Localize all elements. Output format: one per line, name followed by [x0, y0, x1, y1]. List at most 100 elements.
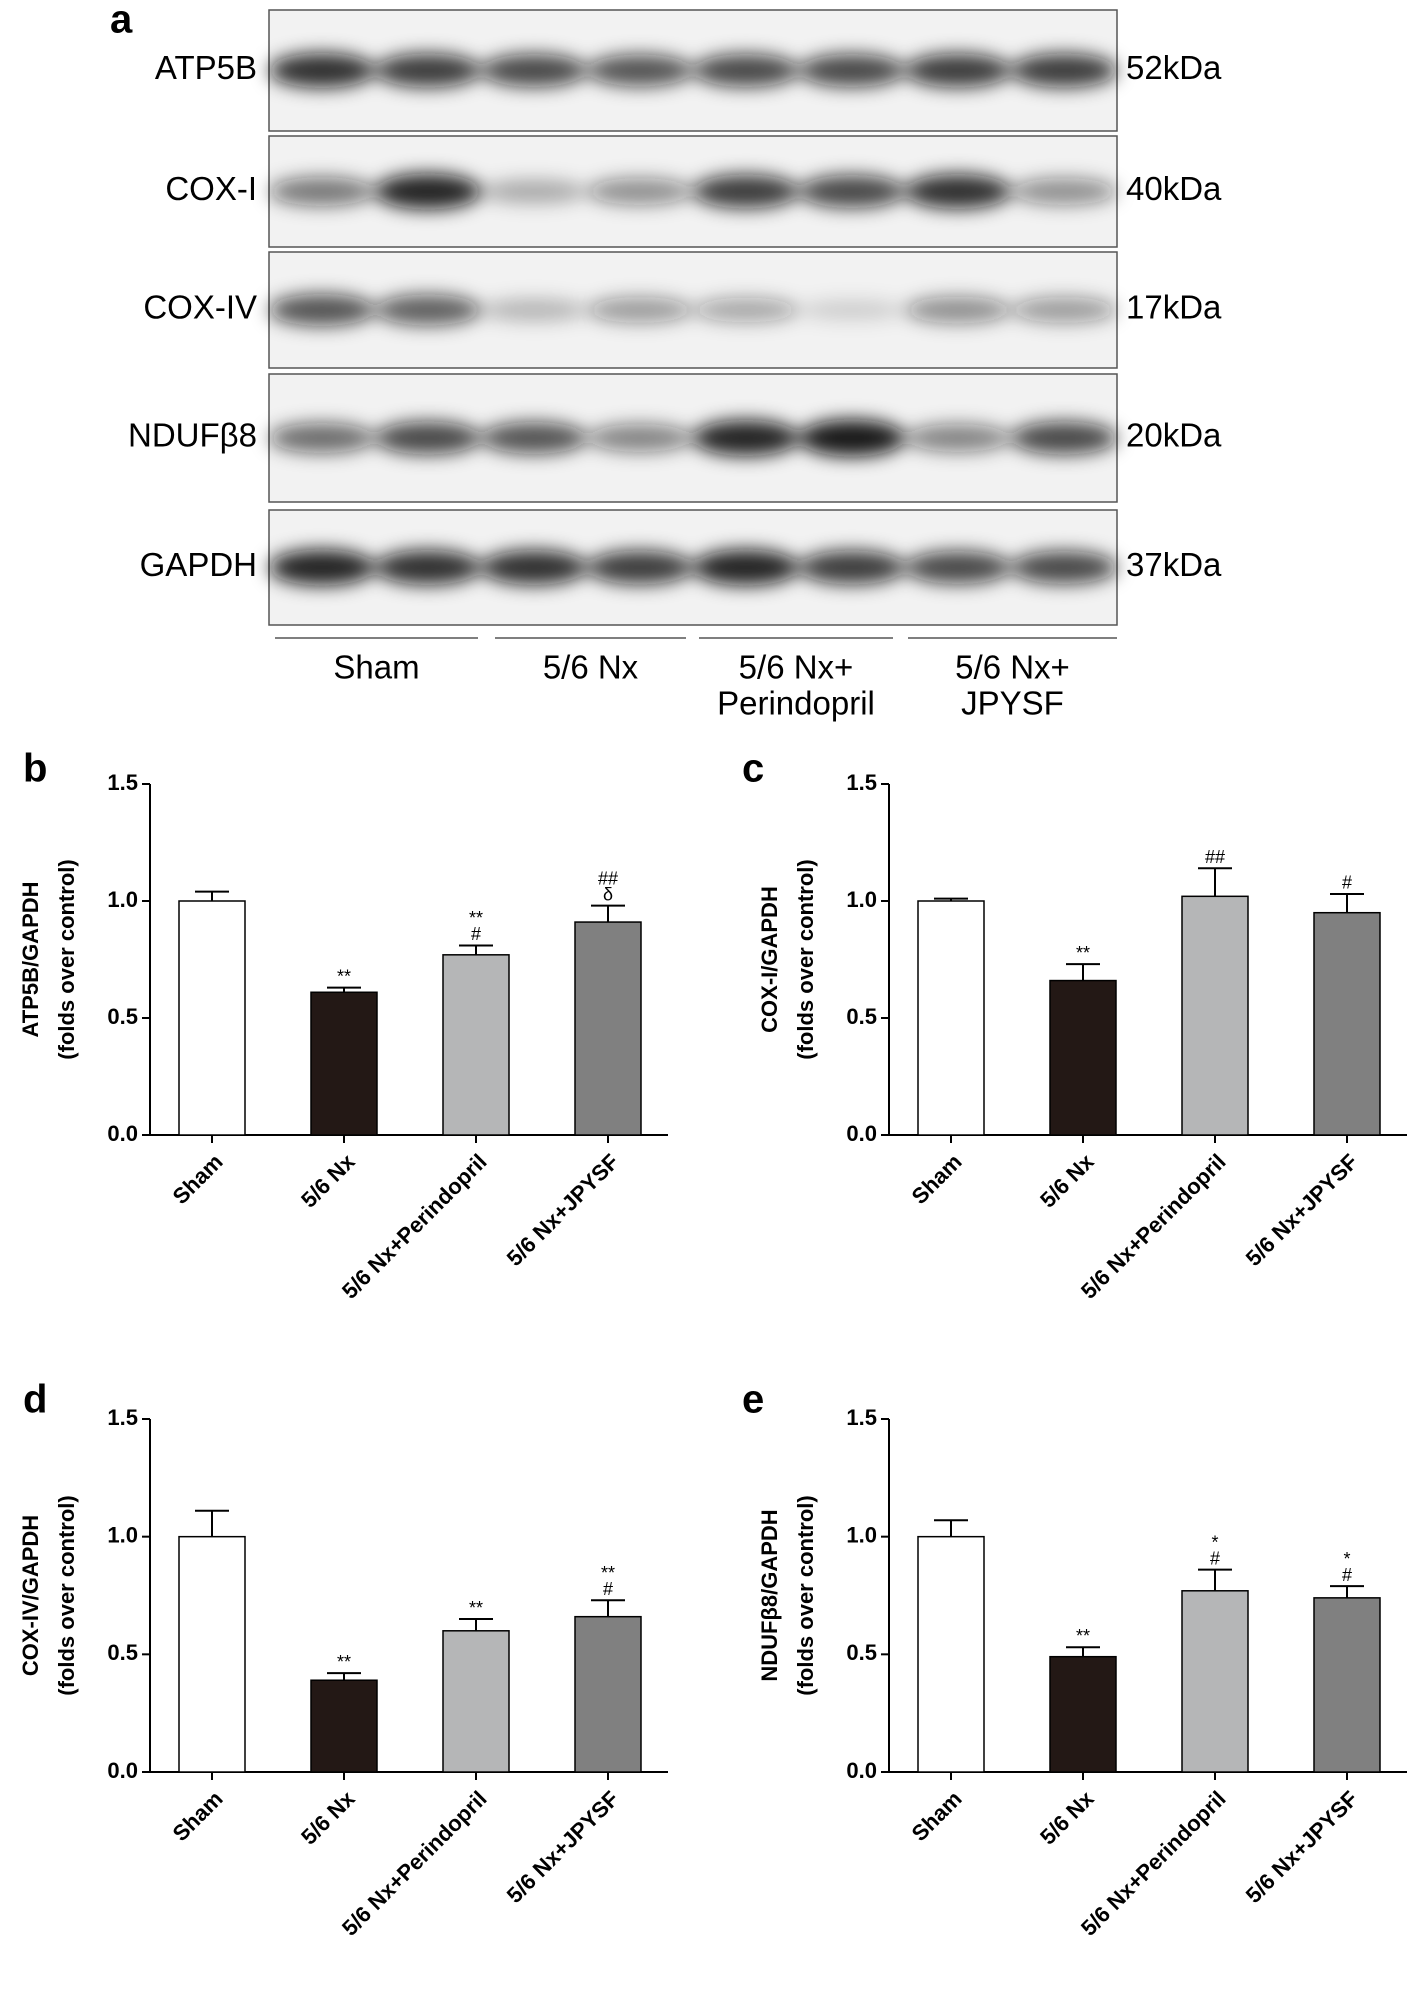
significance-mark: # [603, 1579, 613, 1599]
protein-label: NDUFβ8 [128, 417, 257, 454]
x-tick-label: 5/6 Nx+Perindopril [1076, 1786, 1231, 1941]
bands [269, 549, 1117, 586]
x-tick-label: 5/6 Nx [296, 1148, 360, 1212]
band [1011, 178, 1117, 205]
bar [1181, 1590, 1249, 1773]
bar [917, 900, 985, 1136]
protein-label: ATP5B [155, 49, 257, 86]
bar [1049, 1655, 1117, 1773]
group-label: JPYSF [961, 685, 1064, 722]
bands [269, 294, 1117, 326]
significance-mark: δ [603, 884, 613, 904]
band [693, 297, 799, 323]
significance-mark: ** [1076, 1626, 1090, 1646]
band [269, 294, 375, 326]
band [693, 420, 799, 456]
band [905, 551, 1011, 584]
x-tick-label: Sham [907, 1786, 967, 1846]
x-tick-label: 5/6 Nx+JPYSF [502, 1786, 624, 1908]
size-label: 37kDa [1126, 546, 1222, 583]
band [1011, 551, 1117, 584]
band [905, 296, 1011, 324]
x-tick-label: 5/6 Nx+Perindopril [337, 1149, 492, 1304]
band [1011, 297, 1117, 323]
band [905, 53, 1011, 88]
significance-mark: # [1342, 873, 1352, 893]
y-tick-label: 1.5 [107, 770, 138, 795]
significance-mark: # [471, 924, 481, 944]
group-label: Perindopril [717, 685, 875, 722]
y-axis-label: (folds over control) [793, 859, 818, 1059]
band [587, 178, 693, 205]
panel-label: c [742, 747, 764, 791]
band [587, 550, 693, 585]
panel-label: a [110, 0, 133, 42]
bar [1313, 911, 1381, 1136]
x-tick-label: Sham [907, 1149, 967, 1209]
bar [178, 900, 246, 1136]
band [481, 422, 587, 454]
significance-mark: ## [1205, 847, 1225, 867]
y-tick-label: 1.5 [107, 1405, 138, 1430]
significance-mark: ## [598, 868, 618, 888]
protein-label: COX-I [165, 170, 257, 207]
y-tick-label: 1.0 [846, 1522, 877, 1547]
bar [1313, 1597, 1381, 1773]
y-axis-label: COX-IV/GAPDH [18, 1515, 43, 1676]
bar [574, 1615, 642, 1773]
y-axis-label: NDUFβ8/GAPDH [757, 1509, 782, 1681]
band [905, 174, 1011, 209]
x-tick-label: 5/6 Nx+Perindopril [1076, 1149, 1231, 1304]
y-tick-label: 1.0 [107, 887, 138, 912]
bands [269, 53, 1117, 88]
y-tick-label: 0.0 [107, 1121, 138, 1146]
y-tick-label: 0.5 [107, 1640, 138, 1665]
size-label: 40kDa [1126, 170, 1222, 207]
band [375, 421, 481, 455]
band [1011, 421, 1117, 455]
y-tick-label: 1.0 [846, 887, 877, 912]
x-tick-label: 5/6 Nx [296, 1785, 360, 1849]
significance-mark: ** [337, 1652, 351, 1672]
band [375, 173, 481, 210]
band [799, 299, 905, 321]
panel-label: e [742, 1378, 764, 1422]
band [375, 294, 481, 326]
y-axis-label: (folds over control) [793, 1495, 818, 1695]
bar [310, 991, 378, 1136]
x-tick-label: 5/6 Nx+JPYSF [1241, 1149, 1363, 1271]
band [693, 174, 799, 209]
y-tick-label: 1.5 [846, 770, 877, 795]
panel-label: d [23, 1378, 47, 1422]
band [693, 54, 799, 87]
x-tick-label: 5/6 Nx+Perindopril [337, 1786, 492, 1941]
y-tick-label: 1.0 [107, 1522, 138, 1547]
significance-mark: # [1342, 1565, 1352, 1585]
bar [1181, 895, 1249, 1136]
band [375, 550, 481, 585]
y-tick-label: 1.5 [846, 1405, 877, 1430]
band [481, 298, 587, 322]
x-tick-label: 5/6 Nx [1035, 1148, 1099, 1212]
band [269, 423, 375, 453]
band [799, 54, 905, 87]
band [799, 419, 905, 457]
x-tick-label: 5/6 Nx [1035, 1785, 1099, 1849]
band [375, 53, 481, 88]
band [693, 549, 799, 586]
significance-mark: * [1343, 1549, 1350, 1569]
bands [269, 419, 1117, 457]
group-label: 5/6 Nx+ [955, 649, 1070, 686]
bar [574, 921, 642, 1136]
y-tick-label: 0.0 [846, 1758, 877, 1783]
band [1011, 53, 1117, 88]
significance-mark: ** [1076, 943, 1090, 963]
y-tick-label: 0.5 [846, 1640, 877, 1665]
bar [442, 954, 510, 1136]
band [587, 54, 693, 87]
group-label: 5/6 Nx [543, 649, 639, 686]
band [269, 177, 375, 206]
band [481, 54, 587, 87]
bands [269, 173, 1117, 210]
